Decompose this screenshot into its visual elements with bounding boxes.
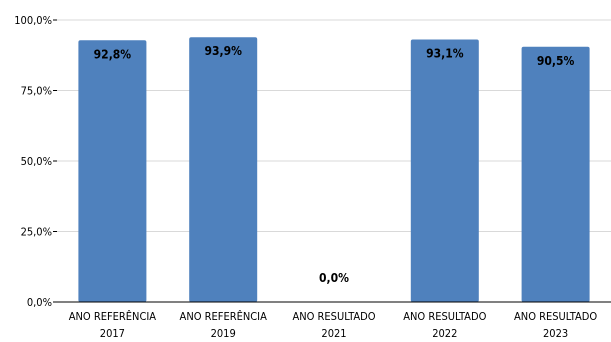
x-category-label: 2017 — [100, 327, 125, 340]
y-tick-label: 50,0% — [21, 155, 52, 168]
x-category-label: 2022 — [432, 327, 457, 340]
bar — [521, 46, 590, 302]
x-category-label: ANO REFERÊNCIA — [69, 310, 157, 323]
x-category-label: ANO RESULTADO — [292, 310, 375, 323]
data-label: 0,0% — [319, 271, 349, 285]
y-tick-label: 25,0% — [21, 226, 52, 239]
x-category-label: ANO RESULTADO — [514, 310, 597, 323]
bar — [78, 40, 147, 302]
y-tick-label: 100,0% — [14, 14, 52, 27]
x-category-label: 2019 — [211, 327, 236, 340]
data-label: 93,1% — [426, 46, 464, 60]
x-category-label: ANO RESULTADO — [403, 310, 486, 323]
x-category-label: 2021 — [321, 327, 346, 340]
x-category-label: 2023 — [543, 327, 568, 340]
y-tick-label: 75,0% — [21, 85, 52, 98]
data-label: 93,9% — [204, 44, 242, 58]
y-tick-label: 0,0% — [27, 296, 52, 309]
data-label: 92,8% — [94, 47, 132, 61]
bar — [410, 39, 479, 302]
data-label: 90,5% — [537, 54, 575, 68]
bar — [189, 37, 258, 303]
x-category-label: ANO REFERÊNCIA — [180, 310, 268, 323]
